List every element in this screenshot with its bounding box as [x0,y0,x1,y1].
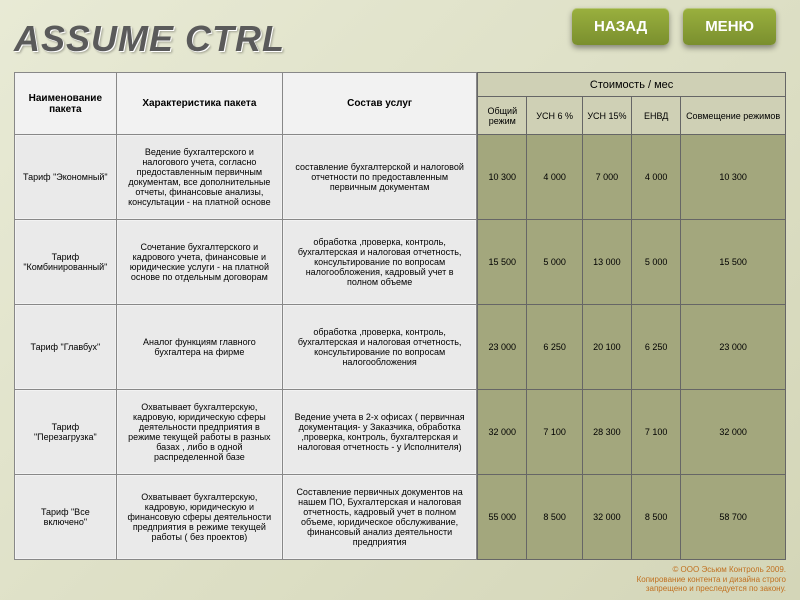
price-row: 32 000 7 100 28 300 7 100 32 000 [478,390,786,475]
price-cell: 23 000 [478,305,527,390]
col-usn15: УСН 15% [582,97,631,135]
price-cell: 28 300 [582,390,631,475]
copyright: © ООО Эсьюм Контроль 2009. Копирование к… [637,565,786,594]
table-row: Тариф "Экономный" Ведение бухгалтерского… [15,135,477,220]
tariff-serv: обработка ,проверка, контроль, бухгалтер… [283,305,477,390]
price-cell: 4 000 [527,135,582,220]
back-button[interactable]: НАЗАД [572,8,669,45]
packages-table: Наименование пакета Характеристика пакет… [14,72,477,560]
tariff-char: Охватывает бухгалтерскую, кадровую, юрид… [116,475,282,560]
tariff-serv: Составление первичных документов на наше… [283,475,477,560]
price-cell: 15 500 [478,220,527,305]
price-cell: 7 100 [527,390,582,475]
table-row: Тариф "Все включено" Охватывает бухгалте… [15,475,477,560]
price-cell: 5 000 [527,220,582,305]
footer-line: © ООО Эсьюм Контроль 2009. [637,565,786,575]
price-cell: 7 100 [632,390,681,475]
pricing-table: Стоимость / мес Общий режим УСН 6 % УСН … [477,72,786,560]
col-regime: Общий режим [478,97,527,135]
tariff-char: Ведение бухгалтерского и налогового учет… [116,135,282,220]
tariff-name: Тариф "Комбинированный" [15,220,117,305]
table-row: Тариф "Перезагрузка" Охватывает бухгалте… [15,390,477,475]
price-row: 10 300 4 000 7 000 4 000 10 300 [478,135,786,220]
price-cell: 32 000 [582,475,631,560]
price-cell: 13 000 [582,220,631,305]
price-cell: 32 000 [681,390,786,475]
tariff-name: Тариф "Все включено" [15,475,117,560]
col-name: Наименование пакета [15,73,117,135]
menu-button[interactable]: МЕНЮ [683,8,776,45]
nav-buttons: НАЗАД МЕНЮ [572,8,776,45]
price-cell: 5 000 [632,220,681,305]
col-combo: Совмещение режимов [681,97,786,135]
price-cell: 32 000 [478,390,527,475]
price-row: 55 000 8 500 32 000 8 500 58 700 [478,475,786,560]
price-cell: 15 500 [681,220,786,305]
table-row: Тариф "Комбинированный" Сочетание бухгал… [15,220,477,305]
price-cell: 8 500 [632,475,681,560]
price-row: 23 000 6 250 20 100 6 250 23 000 [478,305,786,390]
tariff-char: Аналог функциям главного бухгалтера на ф… [116,305,282,390]
price-cell: 6 250 [632,305,681,390]
tariff-name: Тариф "Экономный" [15,135,117,220]
price-cell: 58 700 [681,475,786,560]
footer-line: Копирование контента и дизайна строго [637,575,786,585]
footer-line: запрещено и преследуется по закону. [637,584,786,594]
price-cell: 7 000 [582,135,631,220]
col-envd: ЕНВД [632,97,681,135]
tariff-serv: обработка ,проверка, контроль, бухгалтер… [283,220,477,305]
tariff-serv: составление бухгалтерской и налоговой от… [283,135,477,220]
tariff-name: Тариф "Перезагрузка" [15,390,117,475]
col-usn6: УСН 6 % [527,97,582,135]
price-cell: 23 000 [681,305,786,390]
price-cell: 8 500 [527,475,582,560]
price-row: 15 500 5 000 13 000 5 000 15 500 [478,220,786,305]
tariff-char: Охватывает бухгалтерскую, кадровую, юрид… [116,390,282,475]
price-cell: 10 300 [478,135,527,220]
tariff-serv: Ведение учета в 2-х офисах ( первичная д… [283,390,477,475]
price-cell: 20 100 [582,305,631,390]
price-cell: 6 250 [527,305,582,390]
page-title: ASSUME CTRL [14,18,285,60]
col-serv: Состав услуг [283,73,477,135]
price-cell: 4 000 [632,135,681,220]
price-title: Стоимость / мес [478,73,786,97]
tariff-char: Сочетание бухгалтерского и кадрового уче… [116,220,282,305]
col-char: Характеристика пакета [116,73,282,135]
price-cell: 55 000 [478,475,527,560]
price-cell: 10 300 [681,135,786,220]
table-row: Тариф "Главбух" Аналог функциям главного… [15,305,477,390]
tariff-name: Тариф "Главбух" [15,305,117,390]
content: Наименование пакета Характеристика пакет… [14,72,786,560]
